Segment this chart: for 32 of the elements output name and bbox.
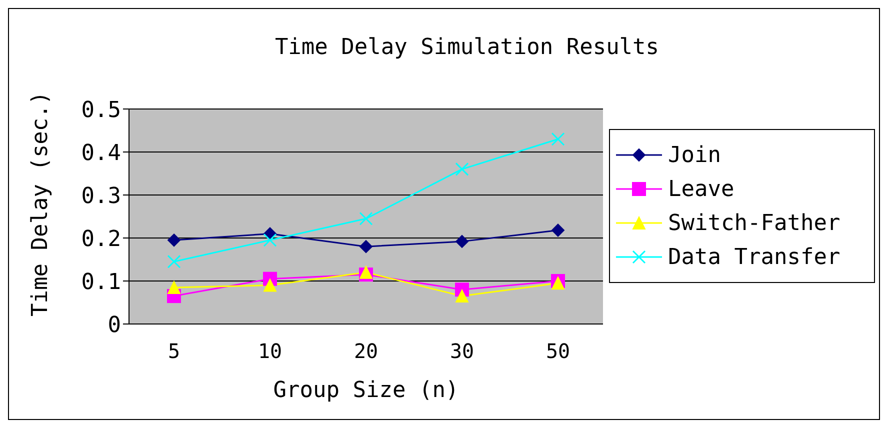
x-tick-label: 5 [168,339,180,364]
y-tick-label: 0.4 [81,140,121,166]
point [359,212,373,226]
point [168,234,180,247]
x-tick-label: 30 [450,339,474,364]
point [263,233,277,247]
y-tick-label: 0 [108,312,121,338]
x-tick-label: 50 [546,339,570,364]
legend-label: Join [668,142,721,168]
point [168,280,180,294]
point [264,278,276,292]
y-tick-label: 0.3 [81,184,121,209]
point [360,266,372,279]
chart-title: Time Delay Simulation Results [274,35,660,60]
x-axis-title: Group Size (n) [273,378,459,403]
x-tick-label: 10 [258,339,282,364]
x-tick-label: 20 [354,339,378,364]
point [360,240,372,254]
point [552,276,564,290]
legend-label: Data Transfer [668,244,840,270]
point [455,162,469,176]
point [551,132,565,146]
y-tick-label: 0.2 [81,226,121,252]
y-tick-label: 0.1 [81,270,121,295]
legend-label: Switch-Father [668,210,840,236]
legend-label: Leave [668,176,734,202]
y-axis-title: Time Delay (sec.) [28,91,53,316]
point [456,290,468,303]
y-tick-label: 0.5 [81,98,121,123]
point [552,224,564,237]
point [456,234,468,248]
point [167,254,181,268]
